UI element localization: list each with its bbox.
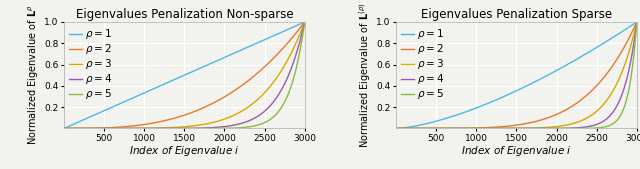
$\rho = 4$ [633,21,640,23]
Legend: $\rho = 1$, $\rho = 2$, $\rho = 3$, $\rho = 4$, $\rho = 5$: $\rho = 1$, $\rho = 2$, $\rho = 3$, $\rh… [399,25,447,103]
Line: $\rho = 4$: $\rho = 4$ [64,22,305,128]
$\rho = 4$ [163,127,171,129]
$\rho = 5$ [495,127,503,129]
$\rho = 2$ [301,21,308,23]
$\rho = 3$ [301,21,308,23]
$\rho = 1$ [270,34,278,37]
X-axis label: Index of Eigenvalue $i$: Index of Eigenvalue $i$ [461,144,572,158]
$\rho = 1$ [484,102,492,104]
$\rho = 5$ [420,127,428,129]
$\rho = 2$ [60,127,68,129]
$\rho = 5$ [633,21,640,23]
$\rho = 5$ [270,115,278,117]
$\rho = 5$ [102,127,109,129]
$\rho = 4$ [88,127,95,129]
$\rho = 3$ [633,21,640,23]
$\rho = 2$ [152,121,160,123]
$\rho = 4$ [60,127,68,129]
$\rho = 2$ [102,127,109,129]
Line: $\rho = 4$: $\rho = 4$ [396,22,637,128]
X-axis label: Index of Eigenvalue $i$: Index of Eigenvalue $i$ [129,144,240,158]
$\rho = 2$ [628,31,636,33]
$\rho = 4$ [420,127,428,129]
$\rho = 2$ [434,127,442,129]
$\rho = 4$ [270,100,278,102]
$\rho = 1$ [102,109,109,111]
$\rho = 5$ [296,50,304,52]
$\rho = 5$ [88,127,95,129]
$\rho = 3$ [296,33,304,35]
$\rho = 5$ [301,21,308,23]
$\rho = 3$ [163,127,171,129]
$\rho = 3$ [270,80,278,82]
$\rho = 2$ [296,27,304,29]
$\rho = 2$ [633,21,640,23]
$\rho = 3$ [60,127,68,129]
$\rho = 5$ [434,127,442,129]
$\rho = 5$ [628,69,636,71]
$\rho = 2$ [88,127,95,129]
$\rho = 1$ [434,120,442,122]
$\rho = 5$ [484,127,492,129]
$\rho = 3$ [88,127,95,129]
$\rho = 5$ [602,126,610,128]
Line: $\rho = 3$: $\rho = 3$ [64,22,305,128]
$\rho = 3$ [420,127,428,129]
Legend: $\rho = 1$, $\rho = 2$, $\rho = 3$, $\rho = 4$, $\rho = 5$: $\rho = 1$, $\rho = 2$, $\rho = 3$, $\rh… [67,25,115,103]
$\rho = 4$ [484,127,492,129]
Line: $\rho = 1$: $\rho = 1$ [64,22,305,128]
$\rho = 1$ [163,82,171,84]
Title: Eigenvalues Penalization Non-sparse: Eigenvalues Penalization Non-sparse [76,8,293,21]
$\rho = 4$ [628,53,636,55]
Line: $\rho = 2$: $\rho = 2$ [396,22,637,128]
$\rho = 2$ [495,126,503,128]
Line: $\rho = 5$: $\rho = 5$ [64,22,305,128]
$\rho = 4$ [495,127,503,129]
$\rho = 4$ [296,40,304,42]
$\rho = 2$ [602,74,610,76]
Y-axis label: Normalized Eigenvalue of $\mathbf{L}^{(\rho)}$: Normalized Eigenvalue of $\mathbf{L}^{(\… [358,3,373,148]
$\rho = 4$ [434,127,442,129]
$\rho = 4$ [102,127,109,129]
$\rho = 1$ [296,23,304,25]
Y-axis label: Normalized Eigenvalue of $\mathbf{L}^\rho$: Normalized Eigenvalue of $\mathbf{L}^\rh… [27,5,42,146]
$\rho = 5$ [163,127,171,129]
Line: $\rho = 1$: $\rho = 1$ [396,22,637,128]
Line: $\rho = 3$: $\rho = 3$ [396,22,637,128]
$\rho = 3$ [102,127,109,129]
$\rho = 2$ [392,127,400,129]
$\rho = 1$ [633,21,640,23]
$\rho = 4$ [301,21,308,23]
$\rho = 5$ [392,127,400,129]
$\rho = 3$ [495,127,503,129]
$\rho = 4$ [602,118,610,120]
$\rho = 1$ [392,127,400,129]
$\rho = 3$ [628,40,636,42]
$\rho = 2$ [420,127,428,129]
$\rho = 2$ [270,57,278,59]
Title: Eigenvalues Penalization Sparse: Eigenvalues Penalization Sparse [421,8,612,21]
Line: $\rho = 2$: $\rho = 2$ [64,22,305,128]
$\rho = 1$ [88,115,95,117]
$\rho = 3$ [602,100,610,102]
$\rho = 3$ [152,127,160,129]
$\rho = 1$ [301,21,308,23]
$\rho = 1$ [602,41,610,43]
$\rho = 1$ [420,123,428,125]
$\rho = 3$ [484,127,492,129]
$\rho = 1$ [495,98,503,100]
$\rho = 1$ [152,87,160,89]
$\rho = 3$ [392,127,400,129]
$\rho = 2$ [163,119,171,121]
$\rho = 3$ [434,127,442,129]
$\rho = 4$ [392,127,400,129]
$\rho = 2$ [484,127,492,129]
$\rho = 4$ [152,127,160,129]
$\rho = 1$ [60,127,68,129]
$\rho = 1$ [628,24,636,26]
$\rho = 5$ [152,127,160,129]
$\rho = 5$ [60,127,68,129]
Line: $\rho = 5$: $\rho = 5$ [396,22,637,128]
